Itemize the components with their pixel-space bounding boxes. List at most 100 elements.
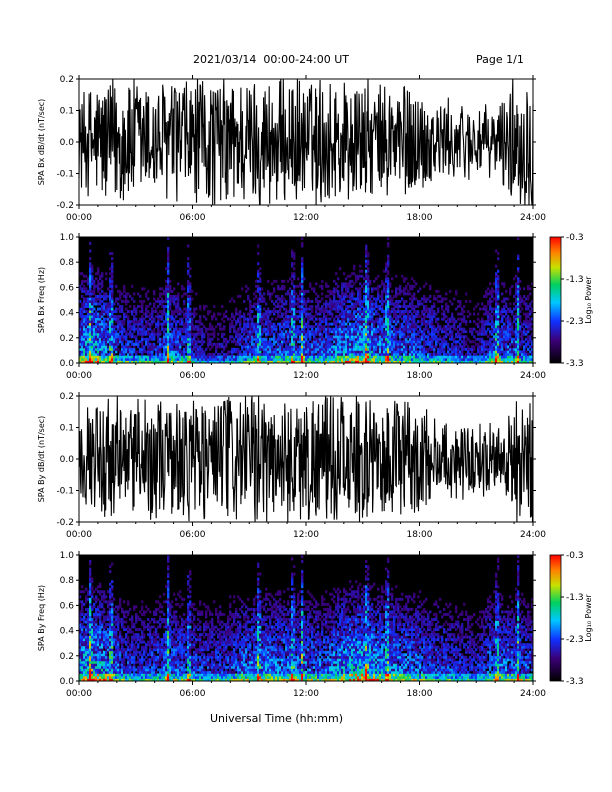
spectrogram-cell [243, 325, 246, 329]
spectrogram-cell [167, 360, 170, 364]
spectrogram-cell [189, 335, 192, 339]
spectrogram-cell [355, 277, 358, 281]
spectrogram-cell [179, 322, 182, 326]
spectrogram-cell [345, 289, 348, 293]
spectrogram-cell [199, 305, 202, 308]
spectrogram-cell [345, 287, 348, 291]
spectrogram-cell [429, 332, 432, 336]
spectrogram-cell [235, 335, 238, 339]
spectrogram-cell [249, 315, 252, 319]
spectrogram-cell [323, 357, 326, 361]
spectrogram-cell [341, 335, 344, 339]
spectrogram-cell [147, 322, 150, 326]
spectrogram-cell [497, 312, 500, 316]
spectrogram-cell [265, 312, 268, 316]
spectrogram-cell [257, 355, 260, 359]
spectrogram-cell [303, 320, 306, 324]
spectrogram-cell [139, 355, 142, 359]
spectrogram-cell [221, 342, 224, 346]
spectrogram-cell [129, 345, 132, 349]
spectrogram-cell [167, 297, 170, 301]
spectrogram-cell [369, 340, 372, 344]
spectrogram-cell [373, 302, 376, 306]
spectrogram-cell [391, 337, 394, 341]
spectrogram-cell [167, 294, 170, 298]
spectrogram-cell [183, 315, 186, 319]
spectrogram-cell [499, 310, 502, 313]
spectrogram-cell [187, 272, 190, 276]
spectrogram-cell [391, 300, 394, 303]
spectrogram-cell [219, 357, 222, 361]
spectrogram-cell [209, 360, 212, 364]
spectrogram-cell [455, 320, 458, 324]
spectrogram-cell [309, 300, 312, 303]
spectrogram-cell [405, 322, 408, 326]
spectrogram-cell [183, 342, 186, 346]
spectrogram-cell [125, 345, 128, 349]
spectrogram-cell [187, 262, 190, 266]
spectrogram-cell [317, 337, 320, 341]
spectrogram-cell [433, 312, 436, 316]
spectrogram-cell [335, 310, 338, 313]
spectrogram-cell [497, 360, 500, 364]
spectrogram-cell [305, 337, 308, 341]
spectrogram-cell [279, 310, 282, 313]
spectrogram-cell [389, 340, 392, 344]
spectrogram-cell [161, 292, 164, 296]
spectrogram-cell [385, 279, 388, 283]
spectrogram-cell [341, 340, 344, 344]
spectrogram-cell [353, 347, 356, 351]
spectrogram-cell [133, 330, 136, 334]
spectrogram-cell [105, 345, 108, 349]
spectrogram-cell [335, 345, 338, 349]
spectrogram-cell [277, 284, 280, 288]
spectrogram-cell [425, 305, 428, 308]
spectrogram-cell [421, 322, 424, 326]
spectrogram-cell [387, 325, 390, 329]
spectrogram-cell [357, 307, 360, 311]
spectrogram-cell [129, 357, 132, 361]
spectrogram-cell [79, 355, 82, 359]
spectrogram-cell [151, 347, 154, 351]
spectrogram-cell [273, 302, 276, 306]
spectrogram-cell [303, 317, 306, 321]
spectrogram-cell [435, 330, 438, 334]
spectrogram-cell [417, 340, 420, 344]
spectrogram-cell [439, 335, 442, 339]
spectrogram-cell [259, 345, 262, 349]
spectrogram-cell [291, 307, 294, 311]
spectrogram-cell [263, 325, 266, 329]
spectrogram-cell [185, 325, 188, 329]
spectrogram-cell [85, 350, 88, 354]
spectrogram-cell [157, 332, 160, 336]
spectrogram-cell [357, 315, 360, 319]
spectrogram-cell [381, 335, 384, 339]
spectrogram-cell [111, 327, 114, 331]
spectrogram-cell [111, 279, 114, 283]
spectrogram-cell [345, 292, 348, 296]
spectrogram-cell [165, 360, 168, 364]
spectrogram-cell [209, 332, 212, 336]
spectrogram-cell [189, 310, 192, 313]
spectrogram-cell [381, 292, 384, 296]
spectrogram-cell [419, 347, 422, 351]
spectrogram-cell [369, 360, 372, 364]
spectrogram-cell [87, 315, 90, 319]
spectrogram-cell [117, 325, 120, 329]
spectrogram-cell [399, 352, 402, 356]
spectrogram-cell [187, 335, 190, 339]
spectrogram-cell [161, 340, 164, 344]
spectrogram-cell [397, 302, 400, 306]
spectrogram-cell [495, 272, 498, 276]
spectrogram-cell [427, 327, 430, 331]
spectrogram-cell [367, 352, 370, 356]
spectrogram-cell [141, 355, 144, 359]
spectrogram-cell [373, 347, 376, 351]
spectrogram-cell [321, 310, 324, 313]
spectrogram-cell [131, 342, 134, 346]
spectrogram-cell [85, 310, 88, 313]
spectrogram-cell [89, 272, 92, 276]
spectrogram-cell [215, 342, 218, 346]
spectrogram-cell [467, 347, 470, 351]
spectrogram-cell [517, 277, 520, 281]
